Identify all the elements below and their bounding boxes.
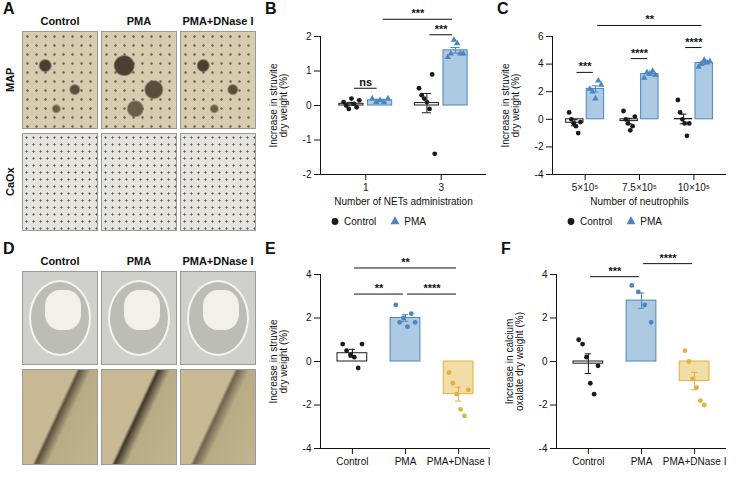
svg-text:**: ** [646,13,655,25]
svg-text:-4: -4 [303,443,312,454]
html-text:D: D [3,240,15,257]
html-text:PMA+DNase I: PMA+DNase I [182,15,254,27]
svg-text:-1: -1 [303,134,312,145]
svg-text:4: 4 [538,58,544,69]
svg-text:Increase in struvitedry weight: Increase in struvitedry weight (%) [268,63,289,147]
svg-text:****: **** [685,36,703,48]
svg-text:4: 4 [306,269,312,280]
svg-text:-4: -4 [535,169,544,180]
html-text:PMA: PMA [640,215,662,227]
html-text:PMA: PMA [126,15,152,27]
svg-text:***: *** [435,23,449,35]
svg-text:**: ** [375,282,384,294]
svg-text:-4: -4 [539,443,548,454]
html-text:C: C [497,0,509,17]
html-text:PMA+DNase I: PMA+DNase I [182,255,254,267]
svg-text:****: **** [660,252,678,264]
html-text:PMA: PMA [404,215,426,227]
svg-text:0: 0 [538,114,544,125]
html-text:Control: Control [40,15,80,27]
svg-text:2: 2 [306,31,312,42]
svg-text:2: 2 [538,86,544,97]
svg-text:10×10⁵: 10×10⁵ [678,182,710,193]
svg-text:Number of NETs administration: Number of NETs administration [334,196,472,207]
svg-text:-2: -2 [539,399,548,410]
svg-text:PMA+DNase I: PMA+DNase I [427,456,491,467]
svg-text:-2: -2 [303,169,312,180]
svg-text:0: 0 [542,356,548,367]
svg-text:7.5×10⁵: 7.5×10⁵ [622,182,657,193]
svg-text:-2: -2 [303,399,312,410]
svg-text:Number of neutrophils: Number of neutrophils [590,196,688,207]
svg-text:6: 6 [538,31,544,42]
svg-text:PMA+DNase I: PMA+DNase I [663,456,727,467]
svg-text:4: 4 [542,269,548,280]
svg-text:-2: -2 [535,141,544,152]
html-text:Control: Control [40,255,80,267]
svg-text:PMA: PMA [395,456,417,467]
svg-text:***: *** [579,60,593,72]
html-text:PMA: PMA [126,255,152,267]
html-text:CaOx: CaOx [4,167,16,197]
html-text:F: F [501,240,511,257]
html-text:B: B [265,0,277,17]
svg-text:****: **** [424,282,442,294]
svg-text:***: *** [411,7,425,19]
svg-text:2: 2 [306,312,312,323]
svg-text:2: 2 [542,312,548,323]
svg-text:0: 0 [306,356,312,367]
svg-text:1: 1 [363,182,369,193]
svg-text:0: 0 [306,100,312,111]
svg-text:1: 1 [306,65,312,76]
html-text:Control: Control [580,215,613,227]
svg-text:Increase in struvitedry weight: Increase in struvitedry weight (%) [268,319,289,403]
svg-text:****: **** [631,47,649,59]
svg-text:**: ** [401,256,410,268]
svg-text:Control: Control [336,456,368,467]
svg-text:Increase in struvitedry weight: Increase in struvitedry weight (%) [500,63,521,147]
svg-text:ns: ns [359,76,372,88]
svg-text:***: *** [609,265,623,277]
svg-text:5×10⁵: 5×10⁵ [572,182,599,193]
html-text:A: A [3,0,15,17]
html-text:Control: Control [344,215,377,227]
html-text:MAP: MAP [4,67,16,93]
html-text:E: E [265,240,276,257]
svg-text:Control: Control [572,456,604,467]
svg-text:PMA: PMA [631,456,653,467]
svg-text:Increase in calciumoxalate dry: Increase in calciumoxalate dry weight (%… [504,312,525,411]
svg-text:3: 3 [438,182,444,193]
